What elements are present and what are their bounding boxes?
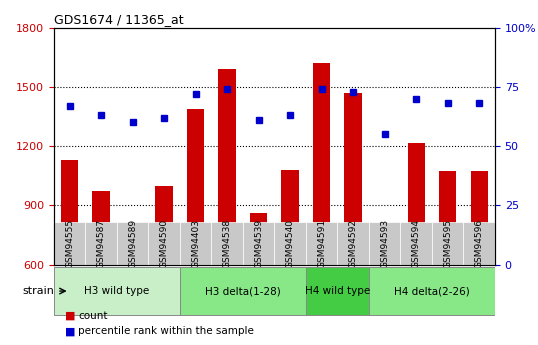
Text: H3 wild type: H3 wild type <box>84 286 150 296</box>
Text: GSM94593: GSM94593 <box>380 219 389 268</box>
Bar <box>250 213 267 265</box>
Text: ■: ■ <box>65 326 75 336</box>
FancyBboxPatch shape <box>274 222 306 265</box>
Text: GSM94555: GSM94555 <box>65 219 74 268</box>
FancyBboxPatch shape <box>86 222 117 265</box>
Text: GDS1674 / 11365_at: GDS1674 / 11365_at <box>54 13 183 27</box>
Bar <box>218 69 236 265</box>
Bar <box>124 239 141 265</box>
FancyBboxPatch shape <box>54 267 180 315</box>
FancyBboxPatch shape <box>148 222 180 265</box>
Text: H4 wild type: H4 wild type <box>305 286 370 296</box>
FancyBboxPatch shape <box>432 222 463 265</box>
Bar <box>313 63 330 265</box>
FancyBboxPatch shape <box>463 222 495 265</box>
FancyBboxPatch shape <box>369 267 495 315</box>
Bar <box>407 143 425 265</box>
Text: GSM94591: GSM94591 <box>317 219 326 268</box>
Text: GSM94590: GSM94590 <box>160 219 168 268</box>
Text: ■: ■ <box>65 311 75 321</box>
FancyBboxPatch shape <box>369 222 400 265</box>
Bar <box>187 109 204 265</box>
Text: GSM94539: GSM94539 <box>254 219 263 268</box>
FancyBboxPatch shape <box>243 222 274 265</box>
Bar <box>439 171 456 265</box>
Text: GSM94596: GSM94596 <box>475 219 484 268</box>
FancyBboxPatch shape <box>54 222 86 265</box>
Text: GSM94540: GSM94540 <box>286 219 295 268</box>
Bar <box>344 93 362 265</box>
Bar <box>93 190 110 265</box>
FancyBboxPatch shape <box>337 222 369 265</box>
Text: strain: strain <box>22 286 54 296</box>
Text: GSM94538: GSM94538 <box>223 219 232 268</box>
Bar <box>61 160 78 265</box>
FancyBboxPatch shape <box>211 222 243 265</box>
Text: GSM94589: GSM94589 <box>128 219 137 268</box>
Text: percentile rank within the sample: percentile rank within the sample <box>78 326 254 336</box>
FancyBboxPatch shape <box>180 222 211 265</box>
Text: H4 delta(2-26): H4 delta(2-26) <box>394 286 470 296</box>
FancyBboxPatch shape <box>306 267 369 315</box>
Text: GSM94595: GSM94595 <box>443 219 452 268</box>
Bar <box>281 170 299 265</box>
Bar <box>376 260 393 265</box>
Bar <box>155 186 173 265</box>
Text: GSM94594: GSM94594 <box>412 219 421 268</box>
Text: GSM94592: GSM94592 <box>349 219 358 268</box>
Text: GSM94587: GSM94587 <box>96 219 105 268</box>
FancyBboxPatch shape <box>117 222 148 265</box>
FancyBboxPatch shape <box>180 267 306 315</box>
Bar <box>471 171 488 265</box>
Text: GSM94403: GSM94403 <box>191 219 200 268</box>
FancyBboxPatch shape <box>400 222 432 265</box>
Text: count: count <box>78 311 108 321</box>
Text: H3 delta(1-28): H3 delta(1-28) <box>205 286 281 296</box>
FancyBboxPatch shape <box>306 222 337 265</box>
